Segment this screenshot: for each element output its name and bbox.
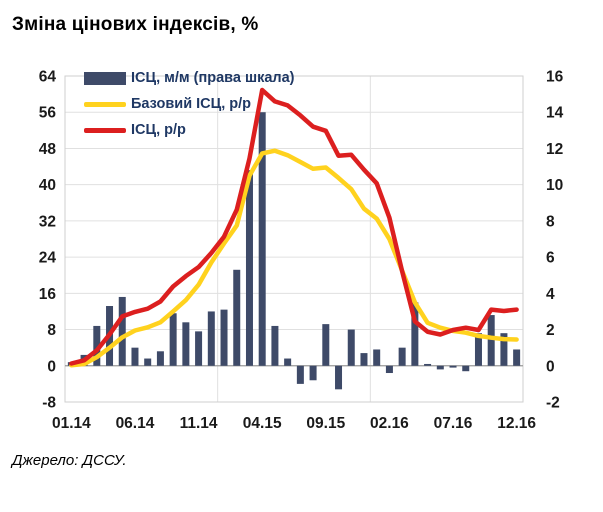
cpi-mm-bar: [436, 365, 444, 370]
cpi-yy-line-swatch: [84, 127, 126, 133]
y-axis-left-tick: 8: [47, 322, 56, 339]
cpi-mm-bar: [462, 365, 470, 372]
cpi-mm-bar: [424, 363, 432, 366]
y-axis-right-tick: 4: [546, 286, 555, 303]
cpi-mm-bar: [233, 269, 241, 366]
legend-item-cpi-yy: ІСЦ, р/р: [84, 120, 354, 140]
x-axis-tick: 12.16: [497, 415, 536, 432]
cpi-mm-bar: [182, 322, 190, 366]
legend-label-core-cpi: Базовий ІСЦ, р/р: [131, 95, 252, 112]
x-axis-tick: 06.14: [116, 415, 155, 432]
cpi-mm-bar: [296, 365, 304, 384]
cpi-mm-bar: [309, 365, 317, 381]
cpi-mm-bar: [207, 311, 215, 366]
cpi-mm-bar: [500, 333, 508, 366]
cpi-mm-bar: [449, 365, 457, 368]
cpi-yy-line: [69, 87, 519, 366]
cpi-mm-bar: [93, 325, 101, 366]
x-axis-tick: 01.14: [52, 415, 91, 432]
cpi-mm-bar: [474, 333, 482, 366]
source-note: Джерело: ДССУ.: [12, 452, 127, 469]
y-axis-left-tick: 64: [39, 69, 57, 86]
cpi-mm-bar: [245, 170, 253, 366]
cpi-mm-bar: [144, 358, 152, 366]
plot-border: [64, 75, 524, 403]
y-axis-left-tick: 32: [39, 213, 56, 230]
x-axis-tick: 02.16: [370, 415, 409, 432]
cpi-mm-bar: [398, 347, 406, 366]
cpi-mm-bar: [118, 296, 126, 366]
y-axis-right-tick: 10: [546, 177, 563, 194]
cpi-mm-bar: [411, 302, 419, 366]
chart-legend: ІСЦ, м/м (права шкала) Базовий ІСЦ, р/р …: [84, 68, 354, 140]
y-axis-right-tick: 12: [546, 141, 563, 158]
cpi-mm-bar: [131, 347, 139, 366]
page-title: Зміна цінових індексів, %: [12, 14, 259, 35]
y-axis-left-tick: 24: [39, 250, 57, 267]
legend-item-cpi-mm: ІСЦ, м/м (права шкала): [84, 68, 354, 88]
y-axis-right-tick: -2: [546, 395, 560, 412]
y-axis-left-tick: -8: [42, 395, 56, 412]
cpi-mm-bar: [513, 349, 521, 366]
y-axis-left-tick: 40: [39, 177, 56, 194]
cpi-mm-bar: [322, 324, 330, 366]
x-axis-tick: 11.14: [180, 415, 218, 432]
cpi-mm-bar-swatch: [84, 71, 126, 85]
y-axis-left-tick: 0: [47, 358, 56, 375]
y-axis-right-tick: 6: [546, 250, 555, 267]
cpi-mm-bar: [271, 325, 279, 366]
y-axis-left-tick: 56: [39, 105, 57, 122]
y-axis-left-tick: 48: [39, 141, 57, 158]
x-axis-tick: 09.15: [306, 415, 345, 432]
cpi-mm-bar: [220, 309, 228, 366]
y-axis-right-tick: 14: [546, 105, 564, 122]
x-axis-tick: 04.15: [243, 415, 282, 432]
core-cpi-line: [69, 148, 519, 368]
cpi-mm-bar: [258, 112, 266, 366]
y-axis-right-tick: 2: [546, 322, 555, 339]
legend-label-cpi-mm: ІСЦ, м/м (права шкала): [131, 69, 295, 86]
cpi-mm-bar: [284, 358, 292, 366]
x-axis-tick: 07.16: [434, 415, 473, 432]
cpi-mm-bar: [347, 329, 355, 366]
core-cpi-line-swatch: [84, 101, 126, 107]
cpi-mm-bar: [385, 365, 393, 374]
legend-item-core-cpi: Базовий ІСЦ, р/р: [84, 94, 354, 114]
y-axis-right-tick: 8: [546, 213, 555, 230]
y-axis-left-tick: 16: [39, 286, 57, 303]
cpi-mm-bar: [360, 353, 368, 366]
legend-label-cpi-yy: ІСЦ, р/р: [131, 121, 186, 138]
cpi-mm-bar: [195, 331, 203, 366]
cpi-mm-bar: [373, 349, 381, 366]
cpi-mm-bar: [169, 313, 177, 366]
cpi-mm-bar: [487, 315, 495, 366]
cpi-mm-bar: [156, 351, 164, 366]
y-axis-right-tick: 16: [546, 69, 564, 86]
cpi-mm-bar: [335, 365, 343, 390]
y-axis-right-tick: 0: [546, 358, 555, 375]
